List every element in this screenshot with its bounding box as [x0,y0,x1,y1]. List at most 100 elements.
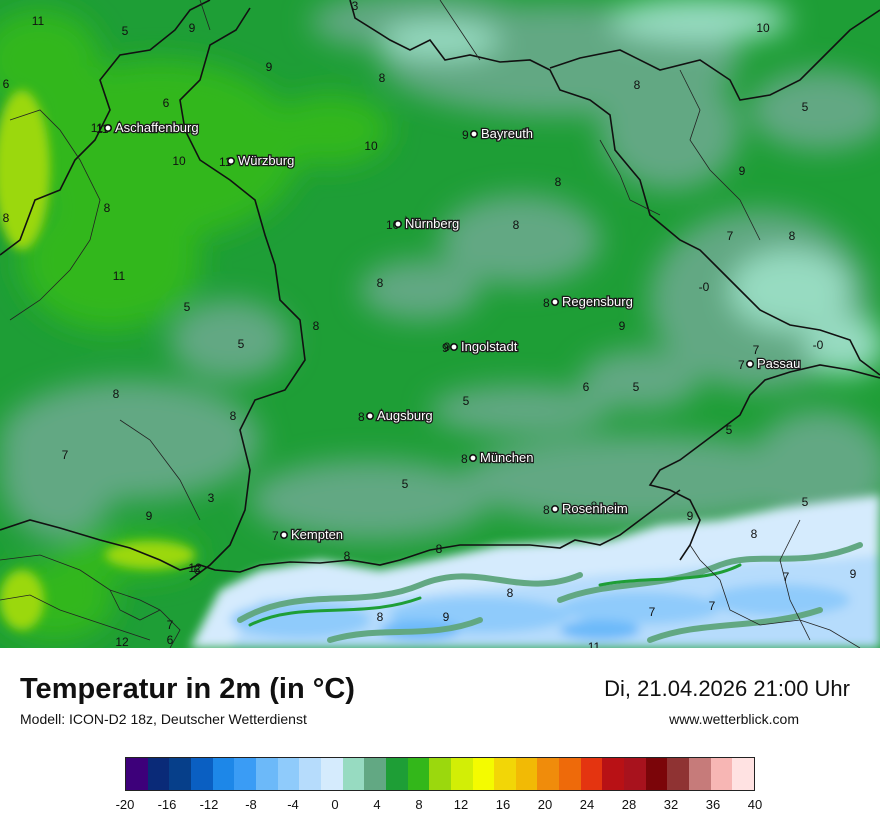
grid-value: 10 [172,154,186,168]
city-name: Regensburg [562,294,633,309]
city-value: 8 [461,452,468,466]
city-name: Bayreuth [481,126,533,141]
grid-value: 9 [687,509,694,523]
grid-value: 8 [634,78,641,92]
city-dot [227,157,236,166]
legend-swatch [472,758,495,790]
grid-value: 8 [113,387,120,401]
legend-tick: 32 [663,797,679,812]
city-name: Ingolstadt [461,339,518,354]
city-marker: 8 Augsburg [358,407,434,425]
city-value: 8 [358,410,365,424]
legend-tick: -4 [287,797,299,812]
grid-value: 9 [739,164,746,178]
footer: Temperatur in 2m (in °C) Modell: ICON-D2… [0,648,880,830]
grid-value: -0 [699,280,710,294]
grid-value: 9 [619,319,626,333]
legend-tick: 28 [621,797,637,812]
grid-values: 11 5 9 3 10 6 9 8 8 5 6 11 10 10 8 9 8 8 7 8 8 -0 11 5 8 8 9 5 9 -0 7 5… [3,0,857,648]
website-link[interactable]: www.wetterblick.com [669,711,799,727]
grid-value: 11 [91,121,104,135]
grid-value: 11 [113,269,126,283]
color-legend [125,757,755,791]
grid-value: 8 [379,71,386,85]
legend-swatch [147,758,170,790]
grid-value: 5 [726,423,733,437]
legend-swatch [299,758,321,790]
city-name: Nürnberg [405,216,459,231]
grid-value: 7 [62,448,69,462]
city-marker: 11 Aschaffenburg [96,119,200,137]
grid-value: 9 [189,21,196,35]
grid-value: 6 [3,77,10,91]
model-source: Modell: ICON-D2 18z, Deutscher Wetterdie… [20,711,307,727]
legend-swatch [385,758,408,790]
legend-swatch [537,758,560,790]
grid-value: 12 [188,561,202,575]
city-marker: 8 München [461,449,535,467]
city-dot [104,124,113,133]
temperature-map: 11 5 9 3 10 6 9 8 8 5 6 11 10 10 8 9 8 8 7 8 8 -0 11 5 8 8 9 5 9 -0 7 5… [0,0,880,648]
grid-value: 5 [633,380,640,394]
grid-value: 9 [850,567,857,581]
city-name: Aschaffenburg [115,120,199,135]
city-dot [469,130,478,139]
legend-ticks: -20 -16 -12 -8 -4 0 4 8 12 16 20 24 28 32 36 40 [116,797,763,813]
grid-value: 7 [709,599,716,613]
grid-value: 7 [167,618,174,632]
legend-tick: -16 [157,797,177,812]
grid-value: 6 [583,380,590,394]
legend-swatch [602,758,625,790]
grid-value: 8 [789,229,796,243]
city-name: Passau [757,356,800,371]
grid-value: -0 [813,338,824,352]
city-dot [365,411,374,420]
grid-value: 5 [238,337,245,351]
city-dot [393,220,402,229]
grid-value: 7 [727,229,734,243]
city-value: 7 [272,529,279,543]
legend-swatch [732,758,755,790]
city-dot [550,297,559,306]
city-value: 7 [738,358,745,372]
legend-swatch [234,758,256,790]
legend-tick: 0 [331,797,339,812]
grid-value: 10 [756,21,770,35]
grid-value: 8 [513,218,520,232]
legend-swatch [710,758,733,790]
city-value: 8 [543,296,550,310]
legend-swatch [450,758,473,790]
city-value: 9 [462,128,469,142]
legend-swatch [342,758,365,790]
legend-swatch [624,758,646,790]
legend-swatch [515,758,538,790]
city-marker: 9 Bayreuth [462,125,534,143]
city-marker: 8 Rosenheim [543,500,629,518]
grid-value: 9 [146,509,153,523]
legend-swatch [364,758,386,790]
grid-value: 8 [436,542,443,556]
city-name: München [480,450,533,465]
city-marker: 7 Kempten [272,526,344,544]
grid-value: 8 [751,527,758,541]
legend-tick: -12 [199,797,219,812]
legend-tick: 8 [415,797,423,812]
grid-value: 8 [591,499,598,513]
legend-tick: -20 [115,797,135,812]
grid-value: 5 [802,495,809,509]
grid-value: 7 [783,570,790,584]
forecast-datetime: Di, 21.04.2026 21:00 Uhr [604,676,850,701]
legend-swatch [494,758,516,790]
legend-swatch [126,758,148,790]
legend-swatch [255,758,278,790]
map-title: Temperatur in 2m (in °C) [20,673,355,705]
city-marker: 11 Würzburg [219,152,296,170]
grid-value: 12 [115,635,129,648]
legend-swatch [580,758,603,790]
city-value: 8 [543,503,550,517]
legend-tick: 24 [579,797,595,812]
city-name: Rosenheim [562,501,628,516]
grid-value: 8 [555,175,562,189]
legend-swatch [407,758,430,790]
legend-tick: 20 [537,797,553,812]
